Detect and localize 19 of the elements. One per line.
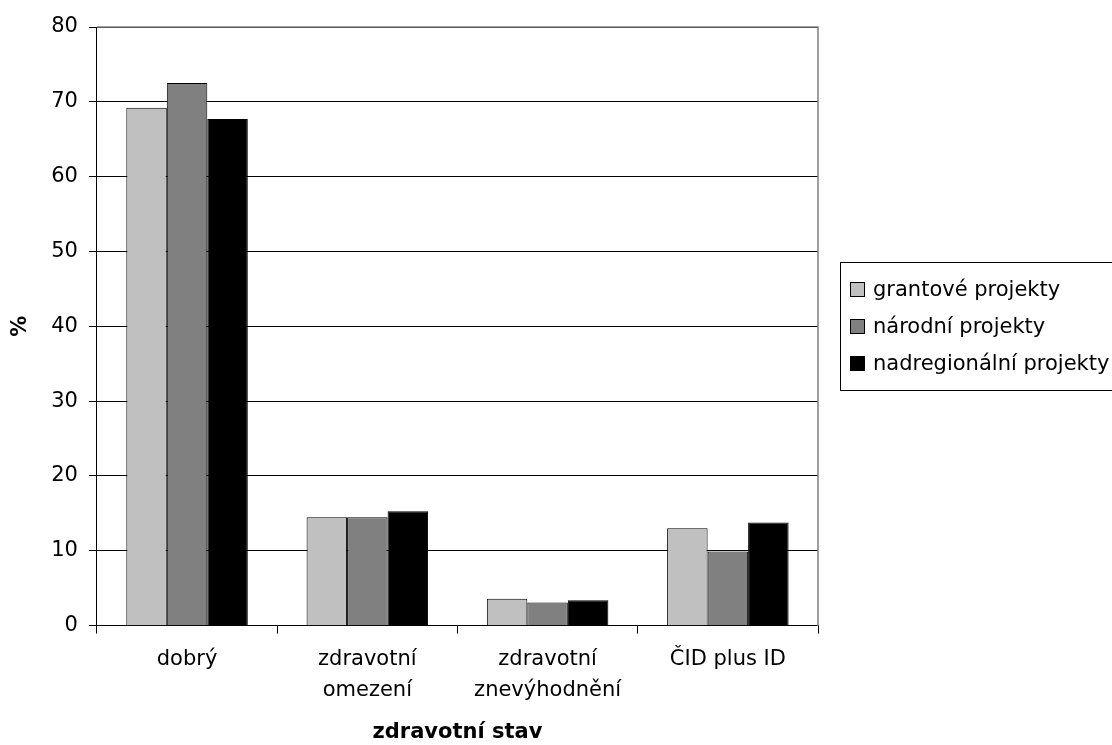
y-tick-label: 20 [51,462,78,487]
x-tick-label: dobrý [156,645,218,670]
y-tick-label: 60 [51,163,78,188]
y-tick-label: 50 [51,237,78,262]
x-tick-label: zdravotní znevýhodnění [474,645,623,701]
legend-label: nadregionální projekty [873,351,1110,376]
legend-label: grantové projekty [873,277,1061,302]
y-tick-label: 10 [51,537,78,562]
y-axis-title: % [7,315,32,337]
y-tick-label: 70 [51,88,78,113]
legend-label: národní projekty [873,314,1046,339]
x-tick-label: zdravotní omezení [318,645,418,701]
y-tick-label: 80 [51,13,78,38]
x-axis-title: zdravotní stav [372,718,543,743]
y-tick-label: 0 [64,612,78,637]
bar [567,600,609,626]
y-tick-label: 40 [51,312,78,337]
x-tick-label: ČID plus ID [669,644,786,670]
y-tick-label: 30 [51,387,78,412]
